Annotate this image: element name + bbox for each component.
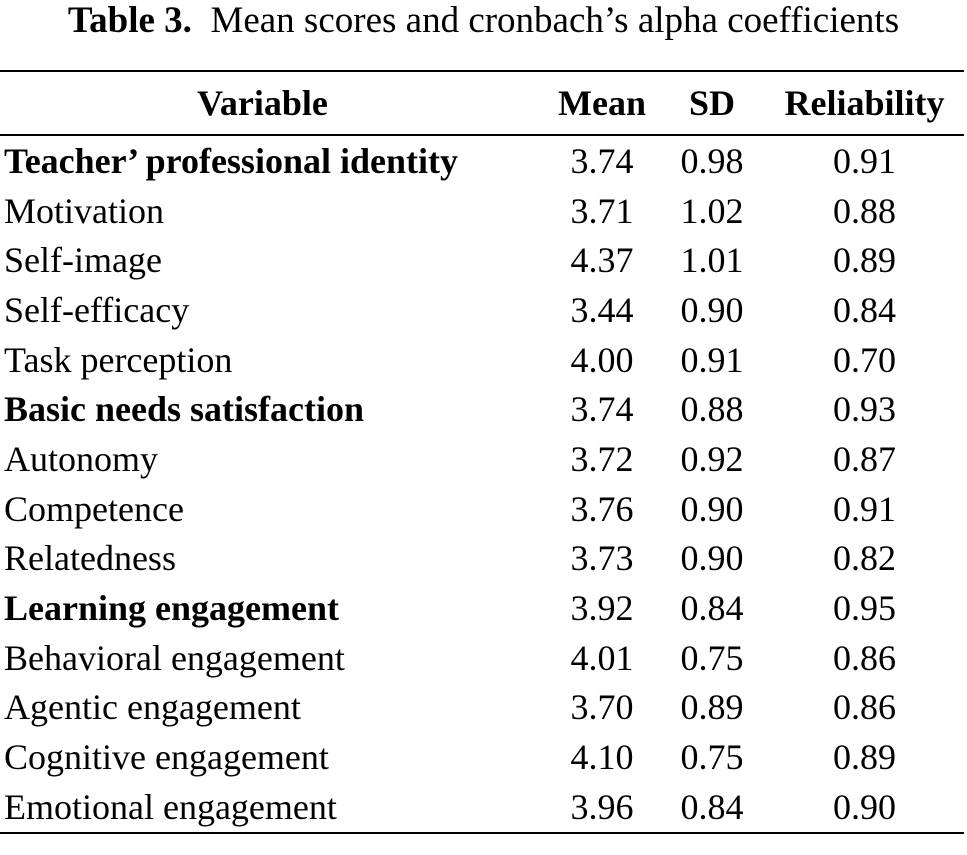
header-mean: Mean: [545, 70, 659, 136]
cell-sd: 0.90: [680, 488, 744, 529]
cell-sd: 1.02: [680, 190, 744, 231]
header-variable: Variable: [0, 70, 545, 136]
cell-mean: 3.76: [570, 488, 634, 529]
header-row: Variable Mean SD Reliability: [0, 70, 964, 136]
cell-sd: 0.90: [680, 289, 744, 330]
cell-mean: 4.00: [570, 339, 634, 380]
table-row: Cognitive engagement 4.10 0.75 0.89: [0, 732, 964, 782]
cell-variable: Self-image: [4, 240, 162, 281]
cell-mean: 3.73: [570, 538, 634, 579]
cell-reliability: 0.91: [833, 488, 896, 529]
cell-reliability: 0.91: [833, 140, 896, 181]
cell-sd: 0.92: [680, 438, 744, 479]
cell-sd: 0.75: [680, 637, 744, 678]
table-row: Motivation 3.71 1.02 0.88: [0, 186, 964, 236]
cell-mean: 3.74: [570, 389, 634, 430]
table-caption-text: Mean scores and cronbach’s alpha coeffic…: [210, 0, 900, 41]
cell-variable: Learning engagement: [4, 588, 339, 629]
table-row: Teacher’ professional identity 3.74 0.98 0.…: [0, 135, 964, 186]
cell-mean: 3.92: [570, 588, 634, 629]
cell-mean: 4.37: [570, 240, 634, 281]
cell-variable: Cognitive engagement: [4, 737, 329, 778]
cell-sd: 0.84: [680, 588, 744, 629]
table-caption: Table 3. Mean scores and cronbach’s alph…: [0, 2, 967, 40]
table-header: Variable Mean SD Reliability: [0, 70, 964, 136]
cell-sd: 0.89: [680, 687, 744, 728]
cell-variable: Emotional engagement: [0, 781, 545, 834]
header-sd: SD: [659, 70, 765, 136]
cell-reliability: 0.82: [833, 538, 896, 579]
table-caption-label: Table 3.: [67, 0, 192, 41]
table-row: Basic needs satisfaction 3.74 0.88 0.93: [0, 384, 964, 434]
scores-table: Variable Mean SD Reliability Teacher’ pr…: [0, 70, 964, 834]
table-container: Variable Mean SD Reliability Teacher’ pr…: [0, 70, 964, 834]
cell-variable: Basic needs satisfaction: [4, 389, 364, 430]
cell-mean: 4.10: [570, 737, 634, 778]
cell-mean: 3.96: [545, 781, 659, 834]
cell-mean: 3.44: [570, 289, 634, 330]
table-row: Self-efficacy 3.44 0.90 0.84: [0, 285, 964, 335]
table-row: Agentic engagement 3.70 0.89 0.86: [0, 683, 964, 733]
cell-reliability: 0.90: [765, 781, 964, 834]
cell-reliability: 0.89: [833, 240, 896, 281]
cell-reliability: 0.89: [833, 737, 896, 778]
table-body: Teacher’ professional identity 3.74 0.98 0.…: [0, 135, 964, 834]
table-row: Relatedness 3.73 0.90 0.82: [0, 534, 964, 584]
cell-reliability: 0.87: [833, 438, 896, 479]
table-row: Self-image 4.37 1.01 0.89: [0, 235, 964, 285]
cell-reliability: 0.84: [833, 289, 896, 330]
cell-variable: Behavioral engagement: [4, 637, 345, 678]
table-row: Emotional engagement 3.96 0.84 0.90: [0, 781, 964, 834]
cell-variable: Agentic engagement: [4, 687, 301, 728]
cell-mean: 3.70: [570, 687, 634, 728]
table-row: Competence 3.76 0.90 0.91: [0, 484, 964, 534]
cell-reliability: 0.86: [833, 637, 896, 678]
cell-variable: Motivation: [4, 190, 164, 231]
cell-sd: 0.91: [680, 339, 744, 380]
cell-variable: Self-efficacy: [4, 289, 190, 330]
cell-variable: Autonomy: [4, 438, 159, 479]
cell-variable: Teacher’ professional identity: [4, 140, 458, 181]
cell-reliability: 0.70: [833, 339, 896, 380]
cell-mean: 3.71: [570, 190, 634, 231]
cell-variable: Competence: [4, 488, 184, 529]
table-row: Behavioral engagement 4.01 0.75 0.86: [0, 633, 964, 683]
cell-sd: 0.88: [680, 389, 744, 430]
table-row: Autonomy 3.72 0.92 0.87: [0, 434, 964, 484]
cell-reliability: 0.86: [833, 687, 896, 728]
cell-sd: 0.75: [680, 737, 744, 778]
cell-variable: Task perception: [4, 339, 233, 380]
table-row: Learning engagement 3.92 0.84 0.95: [0, 583, 964, 633]
table-row: Task perception 4.00 0.91 0.70: [0, 335, 964, 385]
cell-reliability: 0.95: [833, 588, 896, 629]
header-reliability: Reliability: [765, 70, 964, 136]
cell-reliability: 0.88: [833, 190, 896, 231]
cell-sd: 0.98: [680, 140, 744, 181]
cell-mean: 3.72: [570, 438, 634, 479]
cell-sd: 0.90: [680, 538, 744, 579]
cell-mean: 3.74: [570, 140, 634, 181]
cell-reliability: 0.93: [833, 389, 896, 430]
cell-mean: 4.01: [570, 637, 634, 678]
cell-sd: 1.01: [680, 240, 744, 281]
cell-variable: Relatedness: [4, 538, 176, 579]
cell-sd: 0.84: [659, 781, 765, 834]
